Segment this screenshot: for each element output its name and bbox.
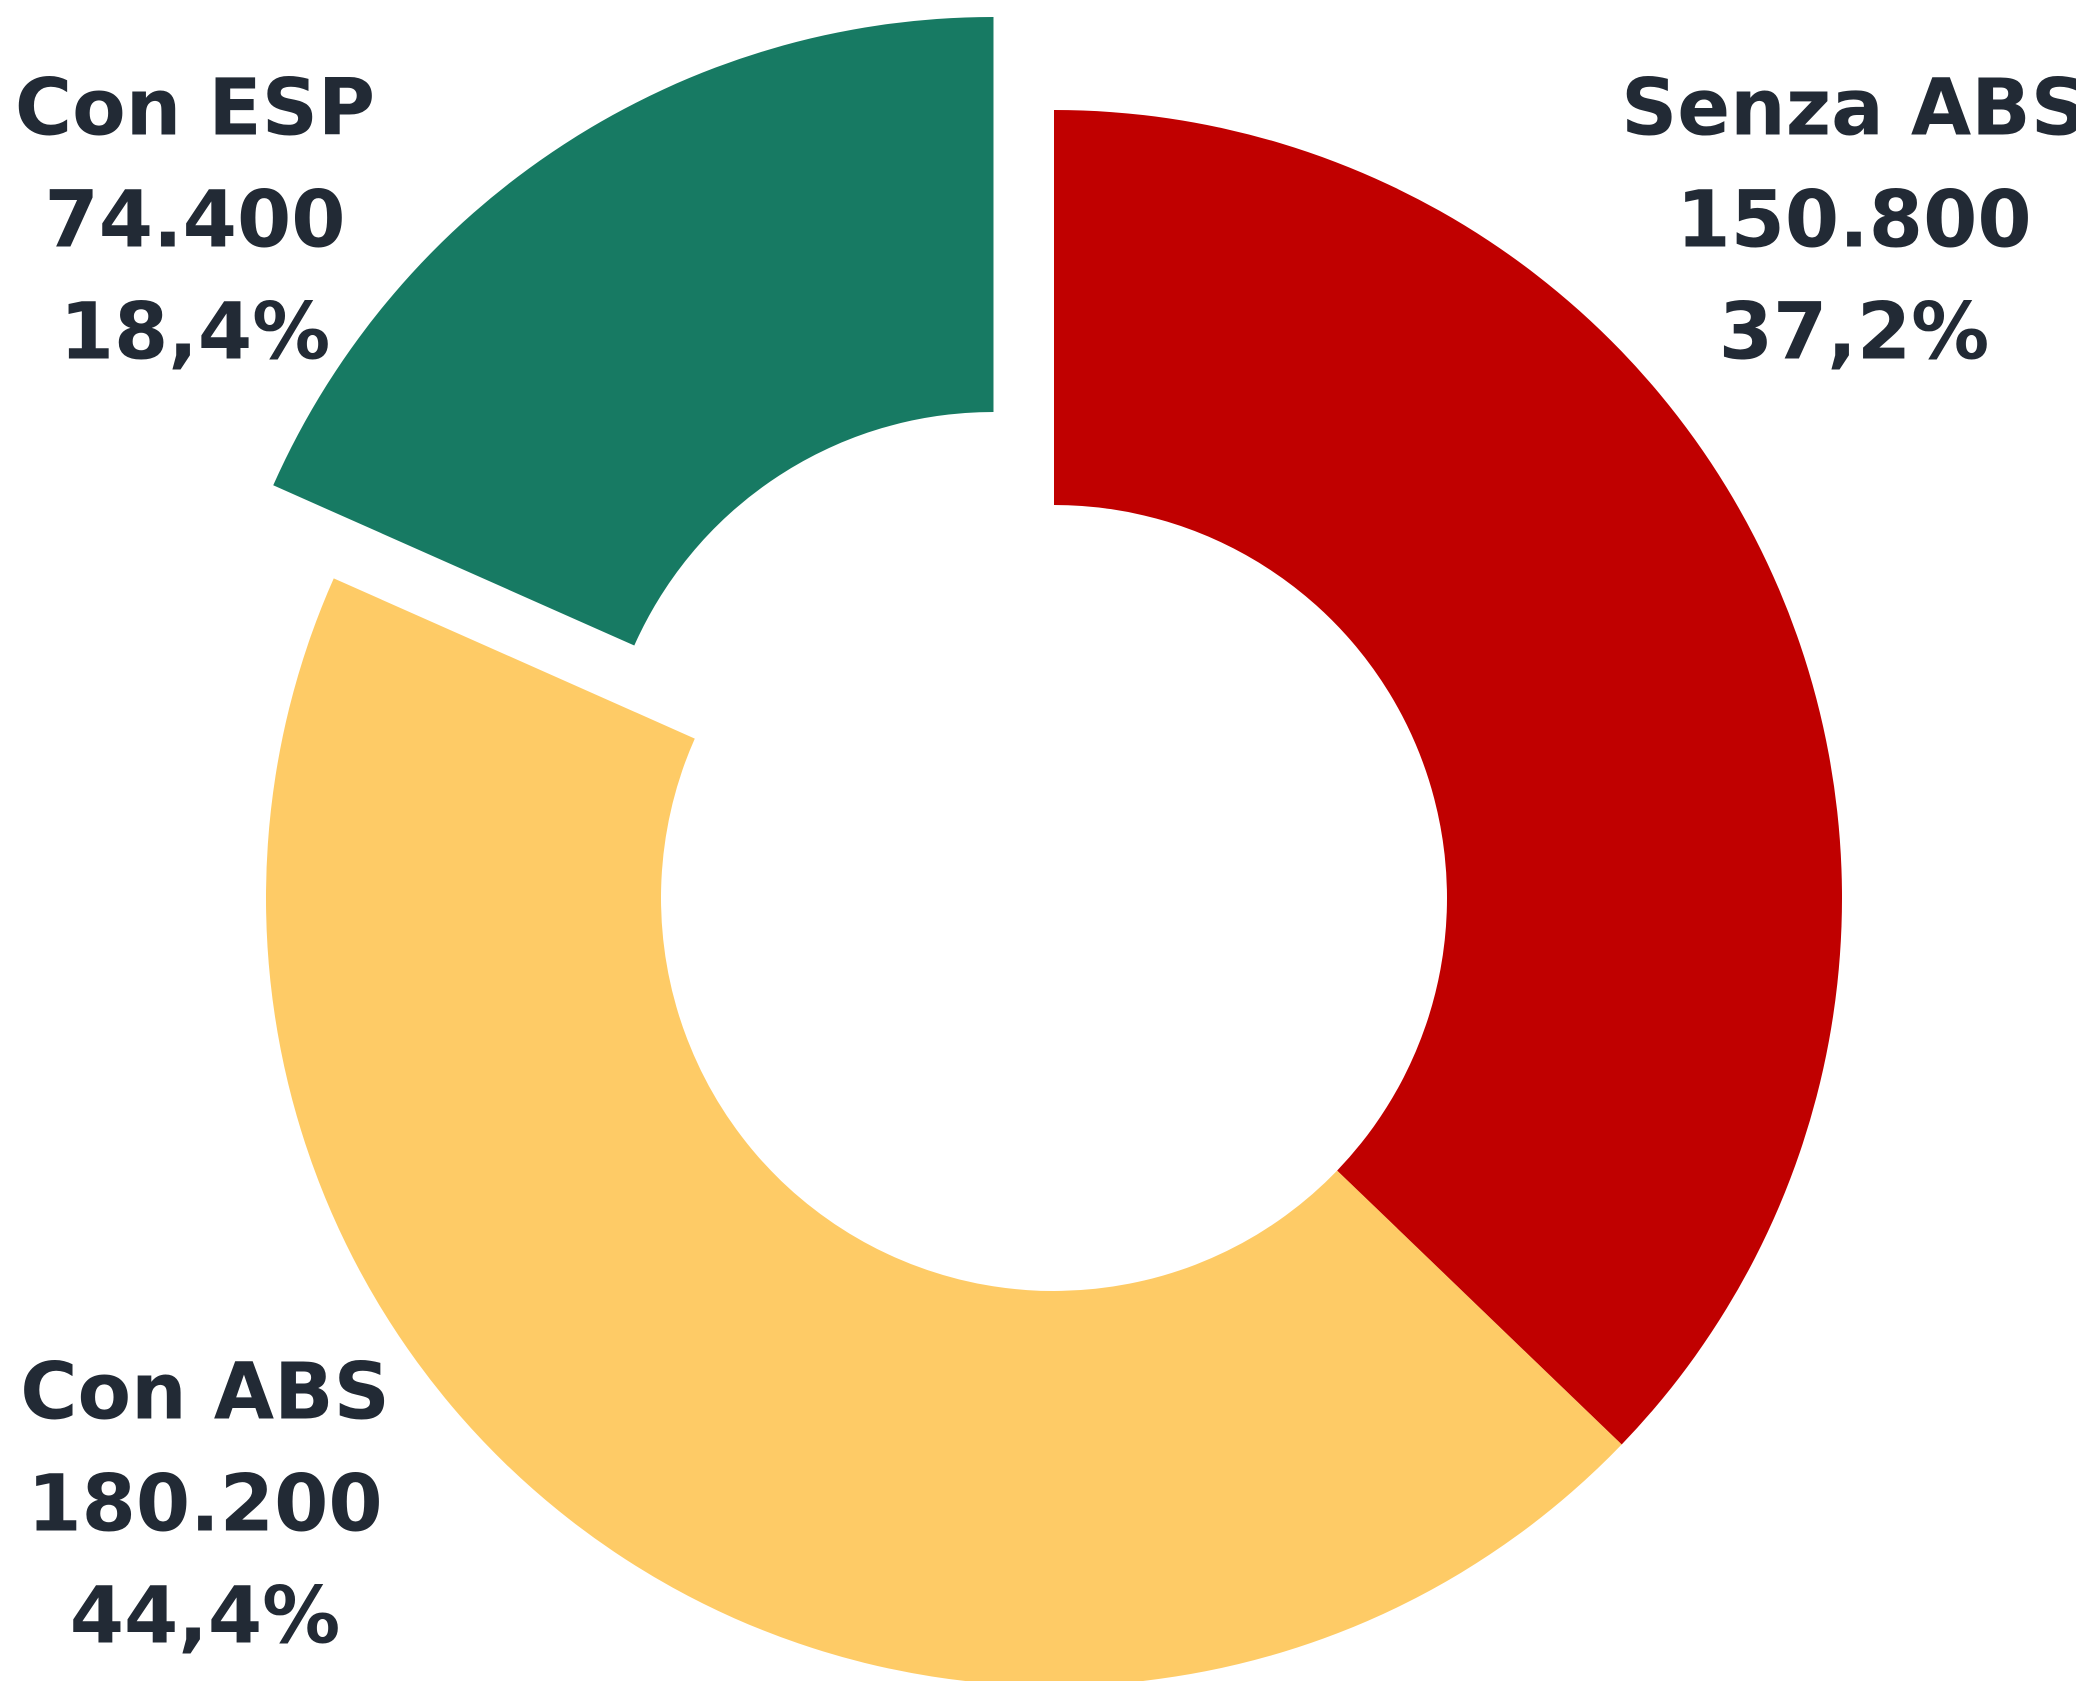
- percent-label: 37,2%: [1719, 287, 1990, 377]
- value-label: 74.400: [45, 175, 346, 265]
- value-label: 180.200: [27, 1459, 382, 1549]
- donut-slice: [1054, 110, 1843, 1445]
- percent-label: 44,4%: [70, 1571, 341, 1661]
- slice-label: Con ABS: [20, 1347, 390, 1437]
- slice-label: Con ESP: [15, 63, 375, 153]
- slice-label: Senza ABS: [1621, 63, 2076, 153]
- donut-slice: [273, 16, 994, 646]
- percent-label: 18,4%: [60, 287, 331, 377]
- donut-slice: [266, 578, 1622, 1681]
- value-label: 150.800: [1676, 175, 2031, 265]
